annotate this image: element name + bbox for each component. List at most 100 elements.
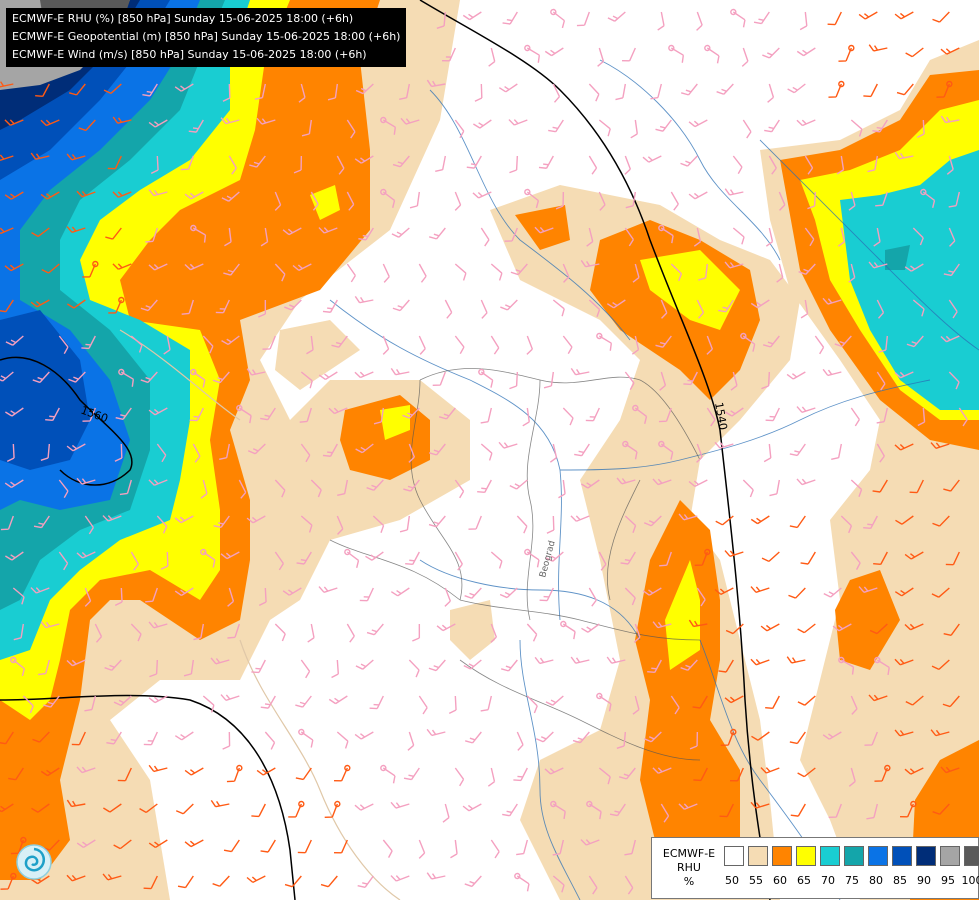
legend-model: ECMWF-E RHU % bbox=[658, 847, 720, 889]
wind-barb bbox=[632, 404, 648, 424]
legend-tick-label: 75 bbox=[845, 874, 859, 887]
wind-barb bbox=[43, 695, 60, 708]
wind-barb bbox=[189, 407, 204, 422]
wind-barb bbox=[432, 371, 446, 387]
wind-barb bbox=[730, 371, 738, 391]
wind-barb bbox=[630, 119, 638, 139]
wind-barb bbox=[382, 263, 390, 283]
wind-barb bbox=[403, 767, 420, 781]
wind-barb bbox=[544, 47, 564, 57]
wind-barb bbox=[716, 83, 734, 95]
wind-barb bbox=[487, 767, 496, 787]
wind-barb bbox=[295, 767, 312, 781]
wind-barb bbox=[562, 335, 573, 355]
wind-barb bbox=[403, 479, 420, 492]
wind-barb bbox=[655, 119, 672, 132]
wind-barb bbox=[650, 83, 663, 100]
wind-barb bbox=[66, 874, 86, 882]
wind-barb bbox=[220, 551, 240, 560]
wind-barb bbox=[526, 695, 538, 714]
wind-barb bbox=[598, 767, 611, 785]
wind-barb bbox=[588, 299, 601, 317]
wind-barb bbox=[948, 299, 958, 319]
wind-barb bbox=[814, 335, 825, 355]
wind-barb bbox=[246, 875, 266, 883]
wind-barb bbox=[940, 766, 960, 774]
legend-swatch bbox=[868, 846, 888, 866]
wind-barb bbox=[598, 191, 606, 211]
wind-barb bbox=[200, 548, 216, 568]
wind-barb bbox=[696, 299, 705, 319]
wind-barb bbox=[719, 803, 734, 818]
wind-barb bbox=[220, 694, 240, 701]
wind-barb bbox=[108, 296, 125, 314]
wind-barb bbox=[940, 47, 960, 55]
wind-barb bbox=[439, 407, 456, 420]
wind-barb bbox=[548, 119, 564, 133]
wind-barb bbox=[668, 44, 685, 63]
wind-barb bbox=[732, 227, 745, 245]
wind-barb bbox=[0, 80, 14, 88]
wind-barb bbox=[538, 155, 554, 169]
wind-barb bbox=[873, 551, 888, 566]
wind-barb bbox=[226, 764, 243, 783]
wind-barb bbox=[633, 623, 641, 643]
wind-barb bbox=[105, 227, 122, 240]
wind-barb bbox=[688, 619, 708, 628]
wind-barb bbox=[190, 368, 206, 388]
wind-barb bbox=[683, 371, 698, 386]
wind-barb bbox=[174, 731, 194, 741]
wind-barb bbox=[778, 191, 786, 211]
wind-barb bbox=[828, 80, 845, 98]
wind-barb bbox=[0, 299, 14, 313]
wind-barb bbox=[10, 836, 27, 855]
wind-barb bbox=[526, 623, 538, 642]
wind-barb bbox=[405, 551, 420, 566]
wind-barb bbox=[800, 551, 816, 565]
wind-barb bbox=[148, 119, 168, 128]
wind-barb bbox=[442, 803, 450, 823]
legend-tick-label: 65 bbox=[797, 874, 811, 887]
wind-barb bbox=[260, 839, 276, 853]
wind-barb bbox=[4, 119, 24, 126]
rivers bbox=[329, 59, 979, 900]
wind-barb bbox=[180, 155, 194, 171]
wind-barb bbox=[78, 119, 96, 132]
wind-barb bbox=[508, 119, 528, 126]
wind-barb bbox=[741, 47, 749, 67]
wind-barb bbox=[462, 11, 482, 21]
title-line-geopotential: ECMWF-E Geopotential (m) [850 hPa] Sunda… bbox=[12, 30, 401, 43]
wind-barb bbox=[848, 263, 856, 283]
wind-barb bbox=[13, 623, 25, 641]
wind-barb bbox=[448, 695, 457, 714]
wind-barb bbox=[480, 407, 493, 424]
wind-barb bbox=[874, 764, 891, 782]
wind-barb bbox=[655, 335, 672, 348]
wind-barb bbox=[148, 839, 168, 849]
wind-barb bbox=[822, 297, 842, 305]
wind-barb bbox=[789, 443, 806, 457]
wind-barb bbox=[444, 587, 452, 607]
wind-barb bbox=[761, 371, 771, 390]
wind-barb bbox=[418, 695, 428, 715]
wind-barb bbox=[40, 191, 60, 200]
wind-barb bbox=[40, 767, 60, 777]
wind-barb bbox=[631, 335, 640, 355]
wind-barb bbox=[390, 367, 410, 376]
wind-barb bbox=[787, 83, 806, 94]
wind-barb bbox=[142, 83, 158, 97]
wind-barb bbox=[767, 83, 775, 103]
wind-barb bbox=[714, 441, 734, 449]
wind-barb bbox=[382, 335, 390, 355]
wind-barb bbox=[82, 260, 99, 278]
legend-tick-label: 80 bbox=[869, 874, 883, 887]
wind-barb bbox=[246, 368, 266, 376]
wind-barb bbox=[4, 191, 24, 200]
wind-barb bbox=[114, 587, 123, 606]
wind-barb bbox=[331, 335, 348, 348]
wind-barb bbox=[148, 189, 168, 197]
legend-swatch bbox=[772, 846, 792, 866]
wind-barb bbox=[804, 227, 815, 247]
wind-barb bbox=[904, 767, 924, 775]
wind-barb bbox=[5, 335, 24, 346]
